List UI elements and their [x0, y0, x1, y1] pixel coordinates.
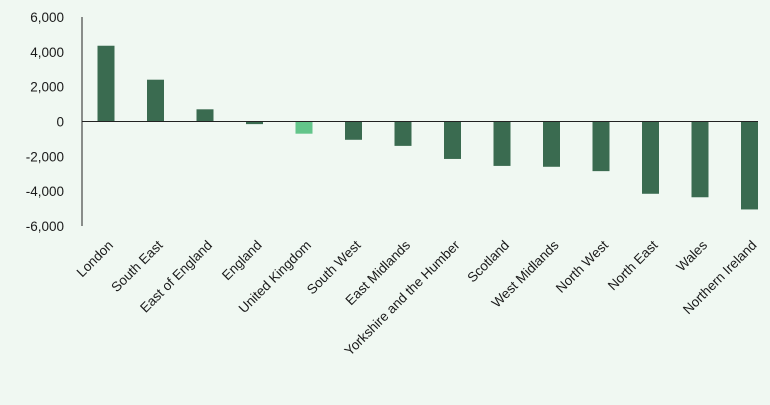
bar [493, 121, 511, 166]
x-category-label: North West [553, 237, 611, 295]
bar [741, 121, 758, 210]
bar [295, 121, 313, 134]
x-category-label: Wales [673, 237, 710, 274]
y-tick-label: 4,000 [30, 45, 64, 60]
x-category-label: England [219, 238, 265, 284]
bar [642, 121, 659, 194]
bar [691, 121, 709, 198]
y-tick-label: 6,000 [30, 10, 64, 25]
bar [147, 79, 164, 122]
y-tick-label: -2,000 [26, 149, 64, 164]
bar [345, 121, 362, 140]
y-tick-label: -4,000 [26, 184, 64, 199]
bar [246, 121, 263, 125]
bar [196, 109, 214, 122]
y-tick-label: -6,000 [26, 219, 64, 234]
y-tick-label: 0 [56, 115, 64, 130]
bar [97, 45, 115, 122]
x-category-label: Scotland [464, 238, 512, 286]
bar [543, 121, 560, 167]
y-tick-label: 2,000 [30, 80, 64, 95]
y-axis-ticks: 6,000 4,000 2,000 0 -2,000 -4,000 -6,000 [26, 10, 64, 234]
bar [592, 121, 610, 172]
bar [444, 121, 461, 159]
x-category-label: North East [605, 237, 661, 293]
bar [394, 121, 412, 146]
x-category-label: London [74, 238, 116, 280]
bars [97, 45, 758, 210]
